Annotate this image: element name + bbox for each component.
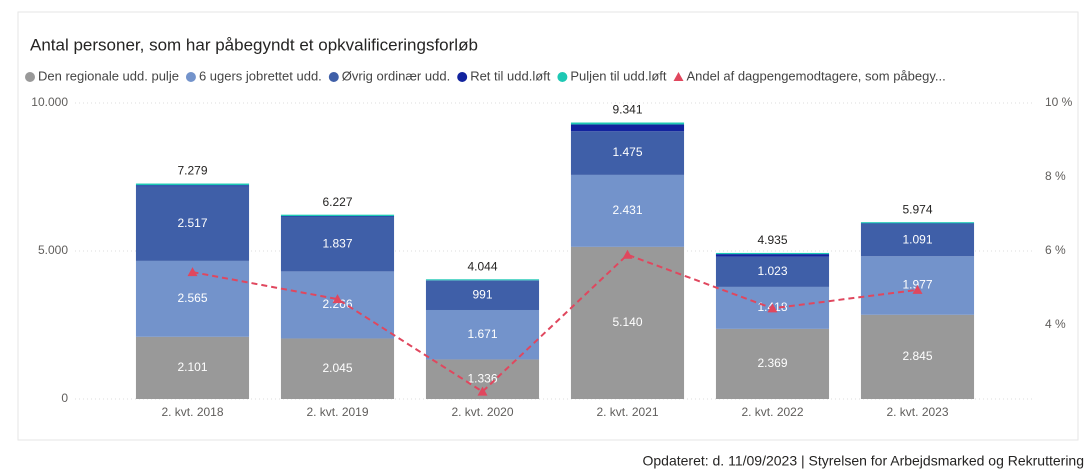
bar-segment <box>715 328 830 399</box>
bar-segment <box>425 309 540 360</box>
legend-marker <box>557 72 568 82</box>
line-marker <box>332 294 343 304</box>
bar-segment <box>570 124 685 132</box>
segment-label: 1.475 <box>612 145 642 159</box>
bar-segment <box>715 252 830 255</box>
bar-segment <box>135 186 250 261</box>
line-marker <box>767 303 778 313</box>
x-tick-label: 2. kvt. 2023 <box>886 405 948 419</box>
legend-label: 6 ugers jobrettet udd. <box>199 68 322 83</box>
bar-segment <box>570 131 685 175</box>
legend-label: Ret til udd.løft <box>470 68 551 83</box>
y-tick-label: 0 <box>61 391 68 405</box>
segment-label: 2.045 <box>322 361 352 375</box>
y-tick-label: 5.000 <box>38 243 68 257</box>
total-label: 6.227 <box>322 195 352 209</box>
bar-segment <box>715 256 830 287</box>
line-marker <box>912 284 923 294</box>
total-label: 4.935 <box>757 233 787 247</box>
legend-label: Andel af dagpengemodtagere, som påbegy..… <box>687 68 946 83</box>
bar-segment <box>860 223 975 224</box>
legend-marker <box>328 72 339 82</box>
x-tick-label: 2. kvt. 2018 <box>161 405 223 419</box>
bar-segment <box>280 216 395 218</box>
bar-segment <box>570 174 685 247</box>
total-label: 4.044 <box>467 259 497 273</box>
bar-segment <box>280 338 395 399</box>
bar-segment <box>135 336 250 399</box>
legend-marker <box>25 72 35 82</box>
segment-label: 1.091 <box>902 232 932 246</box>
line-marker <box>622 249 633 259</box>
x-tick-label: 2. kvt. 2020 <box>451 405 513 419</box>
segment-label: 991 <box>472 287 492 301</box>
segment-label: 2.266 <box>322 297 352 311</box>
legend-label: Øvrig ordinær udd. <box>342 68 450 83</box>
line-marker <box>477 386 488 396</box>
segment-label: 1.671 <box>467 327 497 341</box>
y2-tick-label: 8 % <box>1045 169 1066 183</box>
total-label: 7.279 <box>177 164 207 178</box>
x-tick-label: 2. kvt. 2019 <box>306 405 368 419</box>
segment-label: 2.845 <box>902 349 932 363</box>
bar-segment <box>860 223 975 257</box>
y2-tick-label: 6 % <box>1045 243 1066 257</box>
bar-segment <box>280 271 395 339</box>
bar-segment <box>425 280 540 310</box>
segment-label: 5.140 <box>612 315 642 329</box>
legend-label: Puljen til udd.løft <box>570 68 666 83</box>
segment-label: 2.565 <box>177 291 207 305</box>
bar-segment <box>570 122 685 125</box>
legend-marker <box>185 72 196 82</box>
y-tick-label: 10.000 <box>31 95 68 109</box>
y2-tick-label: 10 % <box>1045 95 1073 109</box>
x-tick-label: 2. kvt. 2021 <box>596 405 658 419</box>
bar-segment <box>570 246 685 399</box>
segment-label: 1.023 <box>757 264 787 278</box>
bar-segment <box>860 222 975 224</box>
line <box>192 253 918 393</box>
segment-label: 1.977 <box>902 278 932 292</box>
bar-segment <box>135 183 250 186</box>
legend-label: Den regionale udd. pulje <box>38 68 179 83</box>
segment-label: 2.369 <box>757 356 787 370</box>
legend-marker <box>673 72 684 81</box>
line-marker <box>187 267 198 277</box>
legend-marker <box>457 72 468 82</box>
bar-segment <box>280 214 395 217</box>
bar-segment <box>425 279 540 281</box>
segment-label: 1.837 <box>322 236 352 250</box>
segment-label: 2.101 <box>177 360 207 374</box>
bar-segment <box>280 217 395 272</box>
segment-label: 2.431 <box>612 203 642 217</box>
bar-segment <box>715 254 830 257</box>
total-label: 5.974 <box>902 202 932 216</box>
x-tick-label: 2. kvt. 2022 <box>741 405 803 419</box>
y2-tick-label: 4 % <box>1045 317 1066 331</box>
bar-segment <box>860 314 975 399</box>
chart-title: Antal personer, som har påbegyndt et opk… <box>30 35 478 54</box>
bar-segment <box>135 185 250 187</box>
total-label: 9.341 <box>612 103 642 117</box>
segment-label: 2.517 <box>177 216 207 230</box>
segment-label: 1.336 <box>467 371 497 385</box>
footer: Opdateret: d. 11/09/2023 | Styrelsen for… <box>642 453 1084 469</box>
